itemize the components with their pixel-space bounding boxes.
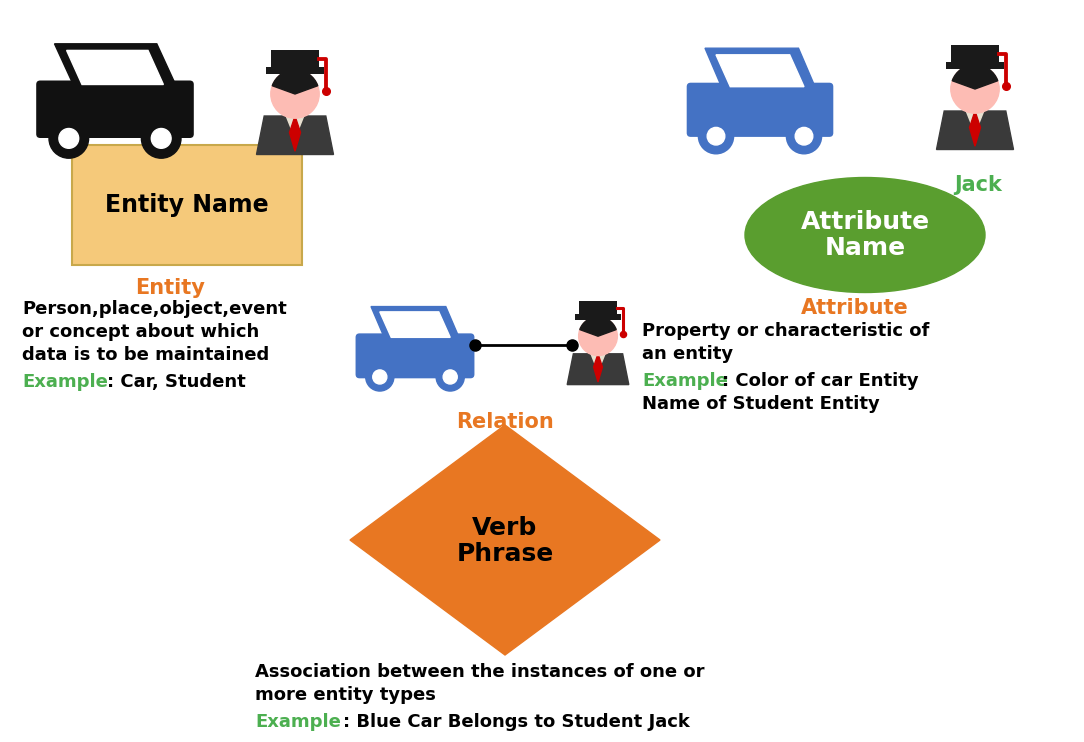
Polygon shape <box>379 312 450 338</box>
Circle shape <box>59 128 79 148</box>
Polygon shape <box>969 111 981 146</box>
Text: Attribute: Attribute <box>801 298 908 318</box>
Text: Entity: Entity <box>136 278 205 298</box>
Text: Entity Name: Entity Name <box>105 193 269 217</box>
Wedge shape <box>272 70 318 94</box>
Text: Relation: Relation <box>456 412 554 432</box>
Text: more entity types: more entity types <box>255 686 436 704</box>
Ellipse shape <box>745 177 985 292</box>
Text: : Blue Car Belongs to Student Jack: : Blue Car Belongs to Student Jack <box>343 713 689 731</box>
Text: : Color of car Entity: : Color of car Entity <box>722 372 918 390</box>
Polygon shape <box>257 116 334 154</box>
Polygon shape <box>966 111 984 133</box>
Polygon shape <box>54 44 176 85</box>
Text: an entity: an entity <box>642 345 733 363</box>
FancyBboxPatch shape <box>946 62 1004 69</box>
Text: Property or characteristic of: Property or characteristic of <box>642 322 929 340</box>
Polygon shape <box>371 306 459 338</box>
FancyBboxPatch shape <box>576 314 621 321</box>
Polygon shape <box>705 48 815 87</box>
Circle shape <box>698 119 734 154</box>
FancyBboxPatch shape <box>579 301 618 315</box>
Text: Verb: Verb <box>473 516 538 540</box>
Circle shape <box>707 128 725 145</box>
Circle shape <box>141 119 181 158</box>
Wedge shape <box>952 65 997 89</box>
FancyBboxPatch shape <box>356 333 475 378</box>
Polygon shape <box>289 116 300 151</box>
FancyBboxPatch shape <box>271 50 319 68</box>
Circle shape <box>786 119 822 154</box>
Circle shape <box>271 70 319 118</box>
Text: or concept about which: or concept about which <box>22 323 259 341</box>
Circle shape <box>152 128 171 148</box>
Circle shape <box>436 363 464 391</box>
FancyBboxPatch shape <box>267 67 324 74</box>
Polygon shape <box>594 354 603 382</box>
Circle shape <box>373 370 387 384</box>
Text: Phrase: Phrase <box>456 542 554 566</box>
Circle shape <box>951 65 999 114</box>
FancyBboxPatch shape <box>951 45 999 62</box>
Text: Association between the instances of one or: Association between the instances of one… <box>255 663 705 681</box>
Text: Jack: Jack <box>954 175 1002 195</box>
Circle shape <box>796 128 813 145</box>
Text: Name of Student Entity: Name of Student Entity <box>642 395 880 413</box>
FancyBboxPatch shape <box>72 145 302 265</box>
Circle shape <box>443 370 457 384</box>
Polygon shape <box>567 354 629 384</box>
Polygon shape <box>591 354 605 372</box>
FancyBboxPatch shape <box>36 80 194 138</box>
FancyBboxPatch shape <box>686 82 834 137</box>
Text: Person,place,object,event: Person,place,object,event <box>22 300 287 318</box>
Polygon shape <box>717 55 804 87</box>
Circle shape <box>579 317 618 355</box>
Text: Attribute: Attribute <box>800 210 930 234</box>
Circle shape <box>365 363 393 391</box>
Circle shape <box>49 119 89 158</box>
Polygon shape <box>937 111 1014 149</box>
Polygon shape <box>66 50 164 85</box>
Text: Example: Example <box>255 713 340 731</box>
Text: Example: Example <box>22 373 108 391</box>
Polygon shape <box>286 116 304 138</box>
Text: : Car, Student: : Car, Student <box>107 373 246 391</box>
Text: Example: Example <box>642 372 727 390</box>
Polygon shape <box>350 425 660 655</box>
Text: Name: Name <box>825 236 905 260</box>
Text: data is to be maintained: data is to be maintained <box>22 346 269 364</box>
Wedge shape <box>580 317 616 336</box>
